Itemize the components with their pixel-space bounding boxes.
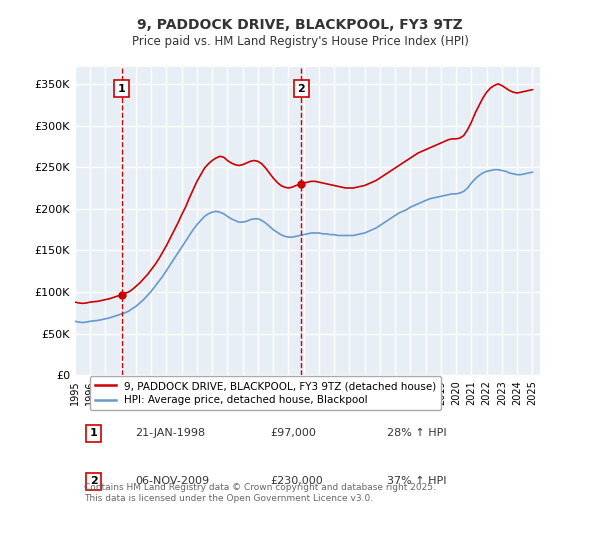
- Text: £97,000: £97,000: [270, 428, 316, 438]
- Legend: 9, PADDOCK DRIVE, BLACKPOOL, FY3 9TZ (detached house), HPI: Average price, detac: 9, PADDOCK DRIVE, BLACKPOOL, FY3 9TZ (de…: [89, 376, 442, 410]
- Text: 06-NOV-2009: 06-NOV-2009: [136, 477, 209, 487]
- Text: 2: 2: [298, 84, 305, 94]
- Text: 37% ↑ HPI: 37% ↑ HPI: [386, 477, 446, 487]
- Text: 21-JAN-1998: 21-JAN-1998: [136, 428, 206, 438]
- Text: 1: 1: [90, 428, 97, 438]
- Text: Contains HM Land Registry data © Crown copyright and database right 2025.
This d: Contains HM Land Registry data © Crown c…: [84, 483, 436, 503]
- Text: 28% ↑ HPI: 28% ↑ HPI: [386, 428, 446, 438]
- Text: 2: 2: [90, 477, 97, 487]
- Text: £230,000: £230,000: [270, 477, 323, 487]
- Text: Price paid vs. HM Land Registry's House Price Index (HPI): Price paid vs. HM Land Registry's House …: [131, 35, 469, 49]
- Text: 9, PADDOCK DRIVE, BLACKPOOL, FY3 9TZ: 9, PADDOCK DRIVE, BLACKPOOL, FY3 9TZ: [137, 18, 463, 32]
- Text: 1: 1: [118, 84, 125, 94]
